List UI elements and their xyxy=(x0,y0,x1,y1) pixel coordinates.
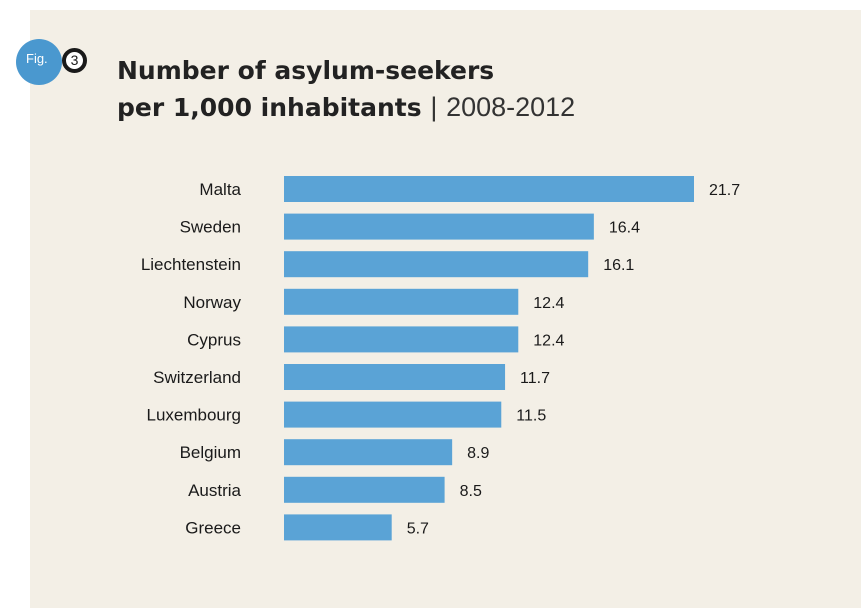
chart-title-separator: | xyxy=(430,92,438,122)
chart-title-line2: per 1,000 inhabitants xyxy=(117,93,422,122)
bar-greece xyxy=(284,514,392,541)
bar-luxembourg xyxy=(284,401,502,428)
category-label: Liechtenstein xyxy=(141,255,241,274)
bar-sweden xyxy=(284,213,594,240)
category-label: Norway xyxy=(183,293,241,312)
category-label: Malta xyxy=(199,180,241,199)
figure-badge xyxy=(16,39,62,85)
chart-title-years: 2008-2012 xyxy=(446,92,576,122)
value-label: 16.1 xyxy=(603,257,634,274)
value-label: 8.5 xyxy=(460,483,482,500)
figure-number-circle xyxy=(62,48,87,73)
chart-title: Number of asylum-seekers per 1,000 inhab… xyxy=(117,52,575,126)
value-label: 11.7 xyxy=(520,370,550,387)
category-label: Switzerland xyxy=(153,368,241,387)
bar-malta xyxy=(284,176,694,202)
value-label: 12.4 xyxy=(533,332,564,349)
bar-liechtenstein xyxy=(284,251,589,278)
category-label: Sweden xyxy=(180,218,241,237)
value-label: 16.4 xyxy=(609,220,640,237)
value-label: 11.5 xyxy=(516,408,546,425)
figure-badge-label: Fig. xyxy=(26,51,48,66)
chart-title-line1: Number of asylum-seekers xyxy=(117,56,495,85)
bar-austria xyxy=(284,476,445,503)
category-label: Austria xyxy=(188,481,241,500)
bar-norway xyxy=(284,288,519,315)
category-label: Cyprus xyxy=(187,330,241,349)
value-label: 12.4 xyxy=(533,295,564,312)
figure-number: 3 xyxy=(70,52,79,68)
category-label: Greece xyxy=(185,518,241,537)
category-label: Luxembourg xyxy=(146,406,241,425)
category-label: Belgium xyxy=(180,443,241,462)
value-label: 8.9 xyxy=(467,445,489,462)
value-label: 21.7 xyxy=(709,182,740,199)
value-label: 5.7 xyxy=(407,520,429,537)
bar-belgium xyxy=(284,439,453,466)
bar-switzerland xyxy=(284,364,506,390)
bar-cyprus xyxy=(284,326,519,353)
